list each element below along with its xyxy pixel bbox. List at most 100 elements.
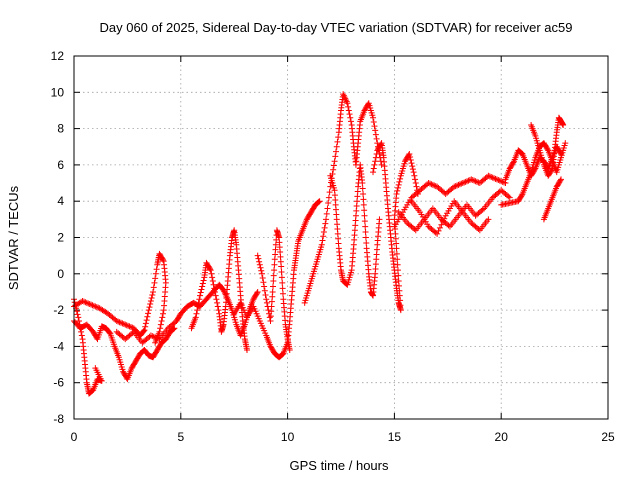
data-point	[394, 261, 401, 268]
data-point	[75, 314, 82, 321]
data-point	[445, 222, 452, 229]
data-point	[279, 285, 286, 292]
data-point	[149, 291, 156, 298]
data-point	[370, 169, 377, 176]
series-track-e	[188, 227, 251, 354]
y-tick-label: 4	[57, 194, 64, 208]
data-point	[464, 178, 471, 185]
data-point	[318, 241, 325, 248]
data-point	[125, 322, 132, 329]
data-point	[258, 267, 265, 274]
data-point	[407, 157, 414, 164]
data-point	[370, 165, 377, 172]
data-point	[411, 172, 418, 179]
y-tick-label: -6	[53, 376, 64, 390]
data-point	[148, 295, 155, 301]
data-point	[557, 177, 564, 184]
data-point	[496, 177, 503, 184]
data-point	[331, 158, 338, 165]
data-point	[394, 184, 401, 191]
data-point	[265, 307, 272, 314]
data-point	[371, 123, 378, 130]
data-point	[88, 301, 95, 308]
data-point	[325, 194, 332, 201]
data-point	[255, 255, 262, 262]
data-point	[194, 307, 201, 314]
data-point	[544, 146, 551, 153]
data-point	[557, 149, 564, 156]
data-point	[376, 216, 383, 223]
data-point	[394, 187, 401, 194]
data-point	[410, 169, 417, 176]
data-point	[489, 174, 496, 181]
data-point	[263, 299, 270, 306]
data-point	[334, 138, 341, 145]
data-point	[197, 289, 204, 296]
data-point	[469, 177, 476, 184]
data-point	[194, 303, 201, 310]
data-point	[83, 299, 90, 306]
data-point	[93, 334, 100, 341]
chart-title: Day 060 of 2025, Sidereal Day-to-day VTE…	[99, 20, 572, 35]
data-point	[141, 327, 148, 334]
data-point	[505, 193, 512, 200]
data-point	[171, 325, 178, 332]
series-track-q	[540, 176, 565, 223]
data-point	[394, 267, 401, 274]
data-point	[345, 103, 352, 110]
data-point	[143, 317, 150, 324]
data-point	[193, 310, 200, 317]
data-point	[370, 118, 377, 125]
data-point	[347, 118, 354, 125]
data-point	[372, 127, 379, 134]
data-point	[199, 283, 206, 290]
data-point	[518, 192, 525, 199]
data-point	[335, 134, 342, 141]
data-point	[458, 180, 465, 187]
data-point	[210, 281, 217, 288]
data-point	[363, 239, 370, 246]
data-point	[324, 205, 331, 212]
data-point	[211, 285, 218, 292]
data-point	[393, 250, 400, 257]
data-point	[377, 141, 384, 148]
x-tick-label: 0	[71, 430, 78, 444]
x-tick-label: 20	[495, 430, 509, 444]
data-point	[211, 288, 218, 295]
data-point	[320, 233, 327, 240]
data-point	[493, 176, 500, 183]
data-points	[71, 91, 569, 397]
data-point	[270, 278, 277, 285]
data-point	[465, 177, 472, 184]
data-point	[394, 256, 401, 263]
x-axis-label: GPS time / hours	[290, 458, 389, 473]
y-tick-label: 12	[51, 49, 65, 63]
data-point	[119, 320, 126, 327]
axis-ticks: -8 -6 -4 -2 0 2 4 6 8 10 12 0 5 10 15 20 25	[51, 49, 615, 444]
data-point	[412, 180, 419, 187]
data-point	[409, 166, 416, 173]
data-point	[315, 198, 322, 205]
data-point	[378, 161, 385, 168]
data-point	[315, 199, 322, 206]
data-point	[200, 277, 207, 284]
data-point	[560, 121, 567, 128]
plot-frame	[73, 55, 609, 420]
data-point	[479, 206, 486, 213]
data-point	[158, 317, 165, 324]
data-point	[278, 351, 285, 358]
data-point	[373, 135, 380, 142]
data-point	[454, 182, 461, 189]
data-point	[145, 307, 152, 314]
data-point	[152, 275, 159, 282]
data-point	[459, 180, 466, 187]
data-point	[395, 181, 402, 188]
data-point	[361, 207, 368, 214]
data-point	[209, 278, 216, 285]
data-point	[207, 267, 214, 274]
data-point	[256, 261, 263, 268]
data-point	[279, 279, 286, 286]
data-point	[558, 176, 565, 183]
data-point	[153, 266, 160, 273]
